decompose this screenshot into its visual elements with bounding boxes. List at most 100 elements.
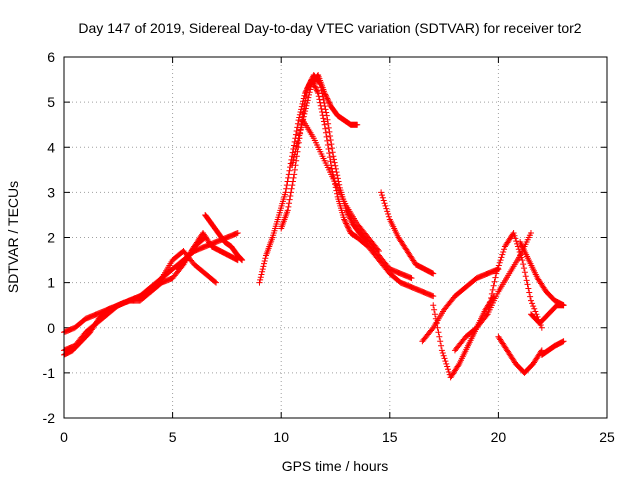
data-point — [380, 197, 387, 204]
data-point — [333, 169, 340, 176]
data-point — [431, 311, 438, 318]
data-point — [430, 302, 437, 309]
y-tick-label: 2 — [47, 230, 55, 246]
data-point — [321, 103, 328, 110]
data-point — [500, 248, 507, 255]
data-point — [445, 368, 452, 375]
data-point — [286, 196, 293, 203]
x-tick-label: 5 — [169, 429, 177, 445]
data-point — [286, 200, 293, 207]
data-point — [494, 267, 501, 274]
data-point — [322, 129, 329, 136]
data-point — [326, 99, 333, 106]
data-point — [314, 88, 321, 95]
data-point — [496, 259, 503, 266]
data-point — [345, 225, 352, 232]
data-point — [513, 238, 520, 245]
data-point — [324, 95, 331, 102]
data-point — [493, 270, 500, 277]
data-point — [435, 329, 442, 336]
series-arc-5 — [202, 211, 246, 264]
data-point — [343, 221, 350, 228]
data-point — [511, 232, 518, 239]
series-arc-17 — [527, 302, 567, 327]
data-point — [330, 153, 337, 160]
y-tick-label: 6 — [47, 49, 55, 65]
data-point — [521, 269, 528, 276]
data-point — [295, 135, 302, 142]
data-point — [259, 266, 266, 273]
data-point — [408, 275, 415, 282]
data-point — [524, 281, 531, 288]
data-point — [445, 366, 452, 373]
data-point — [488, 290, 495, 297]
data-point — [385, 213, 392, 220]
data-point — [288, 185, 295, 192]
data-point — [307, 83, 314, 90]
x-tick-label: 10 — [273, 429, 289, 445]
data-point — [488, 294, 495, 301]
data-point — [326, 154, 333, 161]
data-point — [341, 216, 348, 223]
data-point — [304, 85, 311, 92]
data-point — [439, 350, 446, 357]
data-point — [486, 303, 493, 310]
data-point — [306, 89, 313, 96]
grid-lines — [64, 57, 607, 418]
data-point — [324, 137, 331, 144]
data-point — [261, 257, 268, 264]
data-point — [262, 255, 269, 262]
data-point — [490, 282, 497, 289]
data-point — [298, 124, 305, 131]
data-point — [257, 276, 264, 283]
data-point — [327, 158, 334, 165]
data-point — [434, 324, 441, 331]
data-point — [284, 207, 291, 214]
x-tick-label: 20 — [491, 429, 507, 445]
data-point — [325, 146, 332, 153]
data-point — [332, 165, 339, 172]
data-point — [444, 363, 451, 370]
data-point — [495, 262, 502, 269]
data-point — [313, 86, 320, 93]
data-point — [320, 115, 327, 122]
data-point — [291, 171, 298, 178]
data-point — [256, 279, 263, 286]
data-point — [285, 171, 292, 178]
series-arc-9 — [299, 117, 382, 255]
data-point — [378, 192, 385, 199]
data-point — [285, 203, 292, 210]
data-point — [443, 360, 450, 367]
data-point — [538, 324, 545, 331]
data-point — [433, 320, 440, 327]
y-tick-label: 5 — [47, 94, 55, 110]
data-point — [324, 141, 331, 148]
data-point — [560, 302, 567, 309]
data-point — [289, 159, 296, 166]
series-arc-6 — [256, 76, 437, 300]
data-point — [378, 189, 385, 196]
data-point — [438, 342, 445, 349]
data-point — [518, 254, 525, 261]
data-point — [385, 211, 392, 218]
data-point — [334, 172, 341, 179]
data-point — [381, 200, 388, 207]
data-point — [429, 326, 436, 333]
data-point — [329, 149, 336, 156]
data-point — [520, 261, 527, 268]
data-point — [211, 278, 218, 285]
data-point — [312, 84, 319, 91]
data-point — [323, 133, 330, 140]
data-point — [501, 246, 508, 253]
data-point — [341, 217, 348, 224]
data-point — [436, 333, 443, 340]
data-point — [441, 355, 448, 362]
data-point — [374, 246, 381, 253]
data-point — [287, 192, 294, 199]
data-point — [327, 132, 334, 139]
data-point — [291, 151, 298, 158]
data-point — [326, 150, 333, 157]
chart-title: Day 147 of 2019, Sidereal Day-to-day VTE… — [78, 20, 581, 36]
data-point — [334, 190, 341, 197]
data-point — [322, 106, 329, 113]
